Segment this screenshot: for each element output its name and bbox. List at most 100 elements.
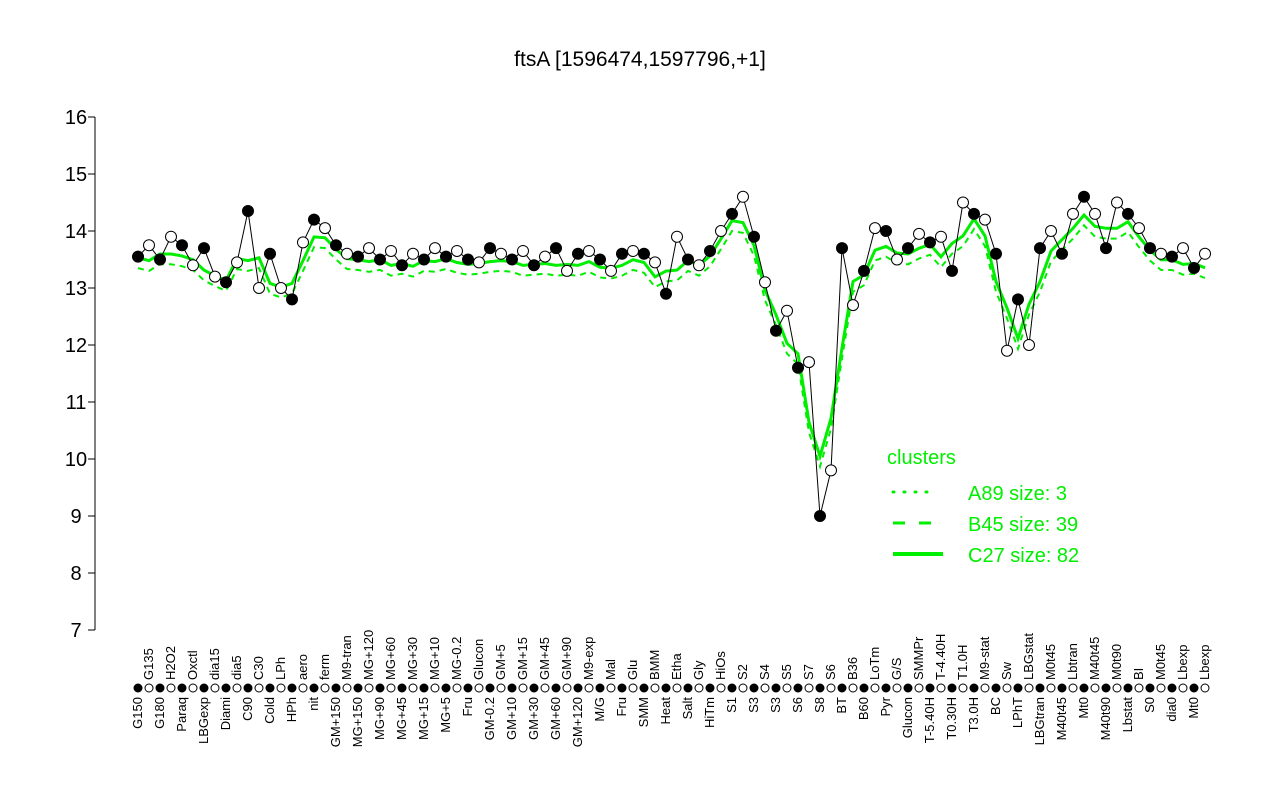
data-point <box>561 264 573 277</box>
data-point <box>792 361 804 374</box>
x-tick-label: HiOs <box>713 651 728 680</box>
x-tick-label: M40t90 <box>1098 697 1113 740</box>
x-rug-mark <box>430 683 440 693</box>
data-point <box>825 464 837 477</box>
x-rug-mark <box>1068 683 1078 693</box>
x-rug-mark <box>276 683 286 693</box>
x-rug-mark <box>320 683 330 693</box>
x-rug-mark <box>419 683 429 693</box>
x-tick-label: Mal <box>603 659 618 680</box>
data-point <box>319 222 331 235</box>
x-tick-label: MG-0.2 <box>449 637 464 680</box>
data-point <box>528 259 540 272</box>
x-tick-label: Cold <box>262 697 277 724</box>
data-point <box>297 236 309 249</box>
x-tick-label: S0 <box>1142 697 1157 713</box>
x-axis-labels: G150 G135 G180 H2O2 Paraq Oxctl LBGexp dia15 Dia… <box>130 630 1212 747</box>
x-rug-mark <box>925 683 935 693</box>
x-rug-mark <box>848 683 858 693</box>
data-point <box>231 256 243 269</box>
x-tick-label: Lbexp <box>1197 645 1212 680</box>
x-rug-mark <box>188 683 198 693</box>
data-point <box>275 282 287 294</box>
x-tick-label: Oxctl <box>185 650 200 680</box>
x-rug-mark <box>529 683 539 693</box>
data-point <box>242 205 254 218</box>
data-point <box>517 244 529 257</box>
x-rug-mark <box>980 683 990 693</box>
x-tick-label: LBGtran <box>1032 697 1047 745</box>
data-point <box>693 259 705 272</box>
x-rug-mark <box>144 683 154 693</box>
y-tick-label: 16 <box>65 107 87 129</box>
x-tick-label: S7 <box>801 664 816 680</box>
x-rug-mark <box>815 683 825 693</box>
x-tick-label: Glucon <box>471 639 486 680</box>
x-tick-label: HiTm <box>702 697 717 728</box>
chart-title: ftsA [1596474,1597796,+1] <box>514 48 766 71</box>
x-tick-label: T0.30H <box>944 697 959 740</box>
data-point <box>616 247 628 260</box>
data-point <box>451 244 463 257</box>
data-point <box>1012 293 1024 306</box>
x-tick-label: M0t90 <box>1109 644 1124 680</box>
data-point <box>1166 250 1178 263</box>
x-tick-label: S3 <box>746 697 761 713</box>
x-tick-label: M9-tran <box>339 635 354 680</box>
x-tick-label: Fru <box>614 697 629 717</box>
x-tick-label: S1 <box>724 697 739 713</box>
x-rug-mark <box>551 683 561 693</box>
x-rug-mark <box>309 683 319 693</box>
x-rug-mark <box>606 683 616 693</box>
y-axis: 7 8 9 10 11 12 13 14 15 16 <box>65 107 96 642</box>
data-point <box>1001 344 1013 357</box>
x-rug-mark <box>1189 683 1199 693</box>
data-point <box>715 225 727 237</box>
x-rug-mark <box>210 683 220 693</box>
data-point <box>1133 222 1145 235</box>
data-point <box>957 196 969 209</box>
data-point <box>935 230 947 243</box>
x-tick-label: BC <box>988 697 1003 715</box>
x-rug-mark <box>584 683 594 693</box>
x-rug-mark <box>1156 683 1166 693</box>
x-rug-mark <box>331 683 341 693</box>
x-rug-mark <box>155 683 165 693</box>
x-rug-mark <box>265 683 275 693</box>
data-point <box>682 253 694 266</box>
x-tick-label: Etha <box>669 652 684 680</box>
x-rug-mark <box>991 683 1001 693</box>
x-tick-label: T1.0H <box>955 645 970 680</box>
x-rug-mark <box>782 683 792 693</box>
x-tick-label: M0t45 <box>1043 644 1058 680</box>
x-rug-mark <box>749 683 759 693</box>
data-point <box>407 247 419 260</box>
x-tick-label: BI <box>1131 668 1146 680</box>
x-rug-mark <box>573 683 583 693</box>
legend: clusters A89 size: 3 B45 size: 39 C27 si… <box>887 447 1079 567</box>
data-point <box>187 259 199 272</box>
data-point <box>770 324 782 337</box>
data-point <box>264 247 276 260</box>
x-tick-label: GM+45 <box>537 637 552 680</box>
data-point <box>1100 242 1112 255</box>
x-tick-label: LPh <box>273 657 288 680</box>
x-rug-mark <box>793 683 803 693</box>
x-rug-mark <box>1200 683 1210 693</box>
legend-entry-c27: C27 size: 82 <box>968 545 1079 567</box>
data-point <box>220 276 232 289</box>
x-rug-mark <box>221 683 231 693</box>
x-rug-mark <box>760 683 770 693</box>
data-point <box>1122 207 1134 220</box>
x-rug-mark <box>1079 683 1089 693</box>
x-tick-label: M40t45 <box>1054 697 1069 740</box>
data-point <box>473 256 485 269</box>
x-rug-mark <box>1145 683 1155 693</box>
x-rug-mark <box>342 683 352 693</box>
data-point <box>418 253 430 266</box>
x-rug-mark <box>1112 683 1122 693</box>
data-point <box>154 253 166 266</box>
x-rug-mark <box>947 683 957 693</box>
x-tick-label: G135 <box>141 648 156 680</box>
x-rug-mark <box>243 683 253 693</box>
